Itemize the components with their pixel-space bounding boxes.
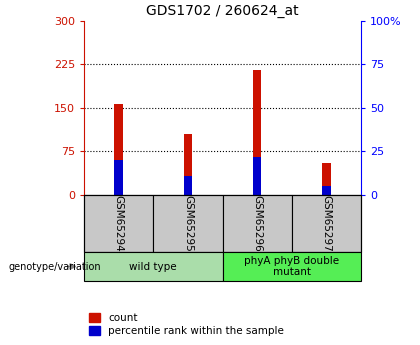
Legend: count, percentile rank within the sample: count, percentile rank within the sample [89, 313, 284, 336]
Bar [253, 157, 261, 195]
Text: genotype/variation: genotype/variation [8, 262, 101, 272]
Text: wild type: wild type [129, 262, 177, 272]
Bar [223, 252, 361, 281]
Bar [184, 176, 192, 195]
Bar [253, 70, 261, 195]
Bar [115, 104, 123, 195]
Bar [153, 195, 223, 252]
Text: phyA phyB double
mutant: phyA phyB double mutant [244, 256, 339, 277]
Text: GSM65296: GSM65296 [252, 195, 262, 252]
Bar [292, 195, 361, 252]
Bar [84, 195, 153, 252]
Text: GSM65297: GSM65297 [322, 195, 331, 252]
Bar [84, 252, 223, 281]
Bar [323, 186, 331, 195]
Bar [223, 195, 292, 252]
Bar [115, 160, 123, 195]
Text: GSM65295: GSM65295 [183, 195, 193, 252]
Title: GDS1702 / 260624_at: GDS1702 / 260624_at [146, 4, 299, 18]
Bar [184, 134, 192, 195]
Bar [323, 163, 331, 195]
Text: GSM65294: GSM65294 [114, 195, 123, 252]
